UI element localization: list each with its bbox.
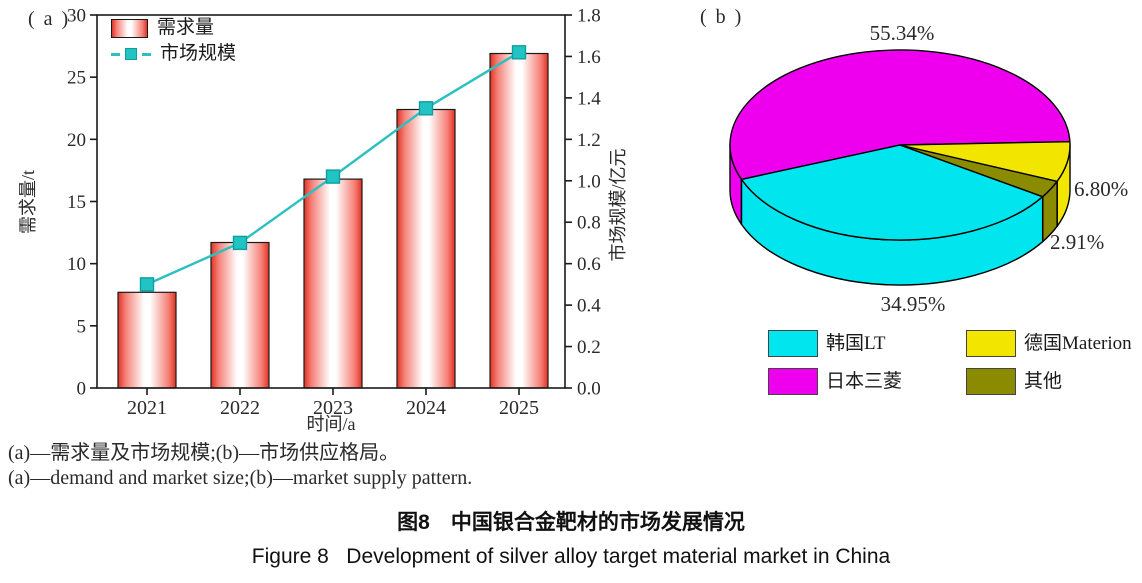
marker-2022 [232,235,248,251]
svg-text:1.0: 1.0 [577,171,601,192]
market-supply-pie-chart: 55.34% 6.80% 2.91% 34.95% [729,21,1128,316]
chart-a-legend: 需求量 市场规模 [111,18,236,64]
svg-text:2023: 2023 [313,397,353,419]
x-axis-title: 时间/a [307,414,356,434]
svg-text:25: 25 [67,68,86,89]
japan-mitsubishi-slice [729,49,1071,181]
pie-legend-item: 德国Materion [966,330,1132,357]
legend-item-demand: 需求量 [111,18,236,38]
svg-text:30: 30 [67,6,86,27]
svg-text:0.2: 0.2 [577,337,601,358]
svg-text:0.0: 0.0 [577,379,601,400]
demand-bar-swatch [111,18,148,38]
market-legend-label: 市场规模 [160,43,237,64]
pie-legend-item: 其他 [966,368,1062,395]
y-right-title: 市场规模/亿元 [608,148,628,261]
svg-text:2021: 2021 [127,397,167,419]
x-axis: 2021 2022 2023 2024 2025 [127,388,539,419]
svg-text:2024: 2024 [406,397,446,419]
y-axis-left: 0 5 10 15 20 25 30 [67,6,97,400]
marker-2021 [139,277,155,292]
svg-text:0: 0 [77,379,87,400]
svg-text:2022: 2022 [220,397,260,419]
y-axis-right: 0.0 0.2 0.4 0.6 0.8 1.0 1.2 1.4 1.6 1.8 [565,6,601,400]
svg-text:5: 5 [77,316,87,337]
svg-text:1.8: 1.8 [577,6,601,27]
panel-a-label: ( a ) [28,8,71,30]
line-dash-icon [111,52,120,56]
figure-title-zh: 图8 中国银合金靶材的市场发展情况 [397,511,745,534]
germany-materion-slice [899,140,1071,183]
svg-text:1.2: 1.2 [577,130,601,151]
market-size-markers [139,45,527,292]
svg-text:1.6: 1.6 [577,47,601,68]
svg-text:1.4: 1.4 [577,88,601,109]
demand-bar-2023 [303,178,363,389]
svg-text:20: 20 [67,130,86,151]
pie-legend-item: 日本三菱 [768,368,902,395]
others-label: 其他 [1024,371,1063,392]
figure-title-en: Figure 8 Development of silver alloy tar… [251,545,891,568]
korea-lt-swatch [768,330,818,357]
demand-market-chart: 0510152025300.00.20.40.60.81.01.21.41.61… [18,6,628,435]
others-swatch [966,368,1016,395]
demand-legend-label: 需求量 [157,17,215,38]
japan-mitsubishi-pct: 55.34% [870,21,935,45]
svg-text:0.6: 0.6 [577,254,601,275]
svg-text:0.4: 0.4 [577,296,601,317]
caption-en: (a)—demand and market size;(b)—market su… [8,467,473,489]
marker-2023 [325,169,341,184]
marker-2024 [418,101,434,116]
y-left-title: 需求量/t [18,170,38,234]
germany-materion-swatch [966,330,1016,357]
market-line-swatch [111,48,151,60]
demand-bar-2022 [210,241,270,389]
demand-bar-2024 [396,108,456,389]
japan-mitsubishi-label: 日本三菱 [826,371,903,392]
svg-text:10: 10 [67,254,86,275]
korea-lt-slice [740,144,1044,241]
svg-text:2025: 2025 [499,397,539,419]
svg-text:0.8: 0.8 [577,213,601,234]
korea-lt-pct: 34.95% [881,292,946,316]
germany-materion-label: 德国Materion [1024,333,1132,354]
pie-legend-item: 韩国LT [768,330,885,357]
korea-lt-label: 韩国LT [826,333,886,354]
others-pct: 2.91% [1050,230,1104,254]
marker-2025 [511,45,527,60]
square-marker-icon [125,48,137,60]
panel-b-label: ( b ) [700,6,744,28]
germany-materion-pct: 6.80% [1074,177,1128,201]
market-supply-panel: ( b ) 55.34% 6.80% 2.91% 34.95% 韩国LT 德国Mate… [690,0,1142,435]
line-dash-icon [142,52,151,56]
japan-mitsubishi-swatch [768,368,818,395]
demand-bar-2021 [117,291,177,389]
legend-item-market: 市场规模 [111,44,236,64]
svg-text:15: 15 [67,192,86,213]
demand-bar-2025 [489,52,549,389]
caption-zh: (a)—需求量及市场规模;(b)—市场供应格局。 [8,442,400,464]
demand-bars [117,52,549,389]
